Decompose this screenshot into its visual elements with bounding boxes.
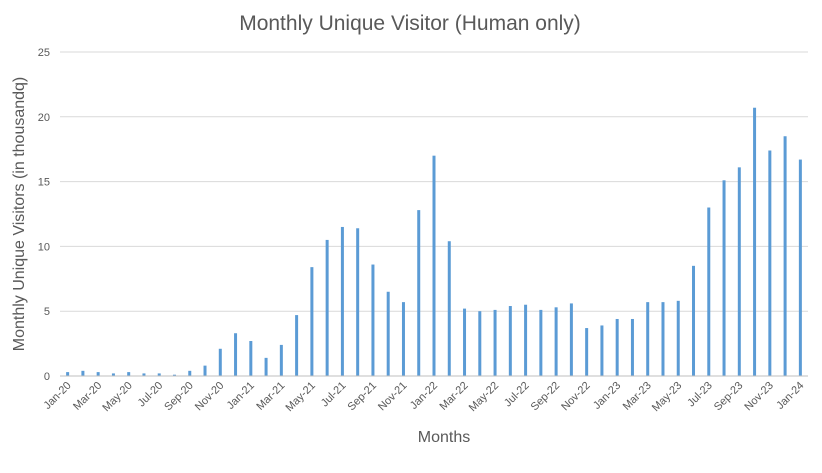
y-tick-label: 10 bbox=[38, 241, 50, 253]
bar bbox=[447, 241, 451, 376]
y-tick-label: 20 bbox=[38, 112, 50, 124]
x-tick-label: Nov-21 bbox=[376, 380, 410, 414]
bar bbox=[401, 302, 405, 376]
x-tick-label: Mar-23 bbox=[621, 380, 654, 413]
bar bbox=[493, 309, 497, 376]
bar bbox=[356, 228, 360, 376]
bar bbox=[539, 309, 543, 376]
x-tick-label: Jul-20 bbox=[136, 380, 166, 410]
bar bbox=[188, 370, 192, 376]
bar bbox=[692, 265, 696, 376]
bar bbox=[463, 308, 467, 376]
bar bbox=[371, 264, 375, 376]
x-tick-label: May-20 bbox=[100, 380, 134, 414]
bar bbox=[707, 207, 711, 376]
x-tick-label: Sep-20 bbox=[162, 380, 196, 414]
chart-title: Monthly Unique Visitor (Human only) bbox=[239, 12, 581, 35]
bar bbox=[554, 307, 558, 376]
bar bbox=[600, 325, 604, 376]
bar bbox=[203, 365, 207, 376]
y-tick-label: 25 bbox=[38, 47, 50, 59]
x-tick-label: Mar-22 bbox=[438, 380, 471, 413]
x-tick-label: May-22 bbox=[467, 380, 501, 414]
bar bbox=[768, 150, 772, 376]
bar bbox=[127, 372, 131, 376]
x-axis-title: Months bbox=[418, 429, 470, 446]
bar bbox=[676, 300, 680, 376]
bar bbox=[325, 239, 329, 376]
bar bbox=[340, 226, 344, 376]
bar bbox=[646, 302, 650, 376]
bar bbox=[569, 303, 573, 376]
bar bbox=[111, 373, 115, 376]
bar bbox=[432, 155, 436, 376]
bar bbox=[508, 306, 512, 376]
x-tick-label: Jan-24 bbox=[774, 380, 806, 412]
x-tick-label: Jan-22 bbox=[408, 380, 440, 412]
bar bbox=[783, 136, 787, 376]
x-tick-label: Jan-21 bbox=[225, 380, 257, 412]
x-tick-label: Nov-20 bbox=[193, 380, 227, 414]
x-tick-label: Nov-23 bbox=[742, 380, 776, 414]
y-axis-title: Monthly Unique Visitors (in thousandq) bbox=[11, 77, 28, 352]
bar bbox=[218, 348, 222, 376]
x-tick-label: Jan-23 bbox=[591, 380, 623, 412]
x-tick-label: Sep-21 bbox=[345, 380, 379, 414]
y-axis-ticks: 0 5 10 15 20 25 bbox=[38, 47, 50, 383]
x-tick-label: Sep-23 bbox=[712, 380, 746, 414]
bar bbox=[585, 328, 589, 376]
bar bbox=[295, 315, 299, 376]
x-tick-label: Mar-21 bbox=[254, 380, 287, 413]
bar bbox=[172, 374, 176, 376]
x-tick-label: May-21 bbox=[284, 380, 318, 414]
x-tick-label: May-23 bbox=[650, 380, 684, 414]
bar bbox=[279, 344, 283, 376]
x-tick-label: Mar-20 bbox=[71, 380, 104, 413]
bar bbox=[234, 333, 238, 376]
bar bbox=[798, 159, 802, 376]
bar bbox=[249, 341, 253, 376]
bar bbox=[661, 302, 665, 376]
x-tick-label: Jul-21 bbox=[319, 380, 349, 410]
bars bbox=[66, 107, 802, 376]
y-tick-label: 15 bbox=[38, 177, 50, 189]
x-tick-label: Jul-22 bbox=[502, 380, 532, 410]
bar bbox=[615, 318, 619, 376]
bar bbox=[753, 107, 757, 376]
bar bbox=[157, 373, 161, 376]
bar bbox=[630, 318, 634, 376]
x-tick-label: Nov-22 bbox=[559, 380, 593, 414]
bar bbox=[96, 372, 100, 376]
bar bbox=[310, 267, 314, 376]
bar bbox=[386, 291, 390, 376]
bar bbox=[722, 180, 726, 376]
y-tick-label: 0 bbox=[44, 371, 50, 383]
bar bbox=[142, 373, 146, 376]
bar bbox=[417, 210, 421, 376]
bar bbox=[81, 370, 85, 376]
x-tick-label: Jul-23 bbox=[685, 380, 715, 410]
x-tick-label: Sep-22 bbox=[529, 380, 563, 414]
bar bbox=[478, 311, 482, 376]
bar bbox=[524, 304, 528, 376]
bar bbox=[66, 372, 70, 376]
bar bbox=[264, 357, 268, 376]
x-tick-label: Jan-20 bbox=[41, 380, 73, 412]
y-tick-label: 5 bbox=[44, 306, 50, 318]
bar bbox=[737, 167, 741, 376]
